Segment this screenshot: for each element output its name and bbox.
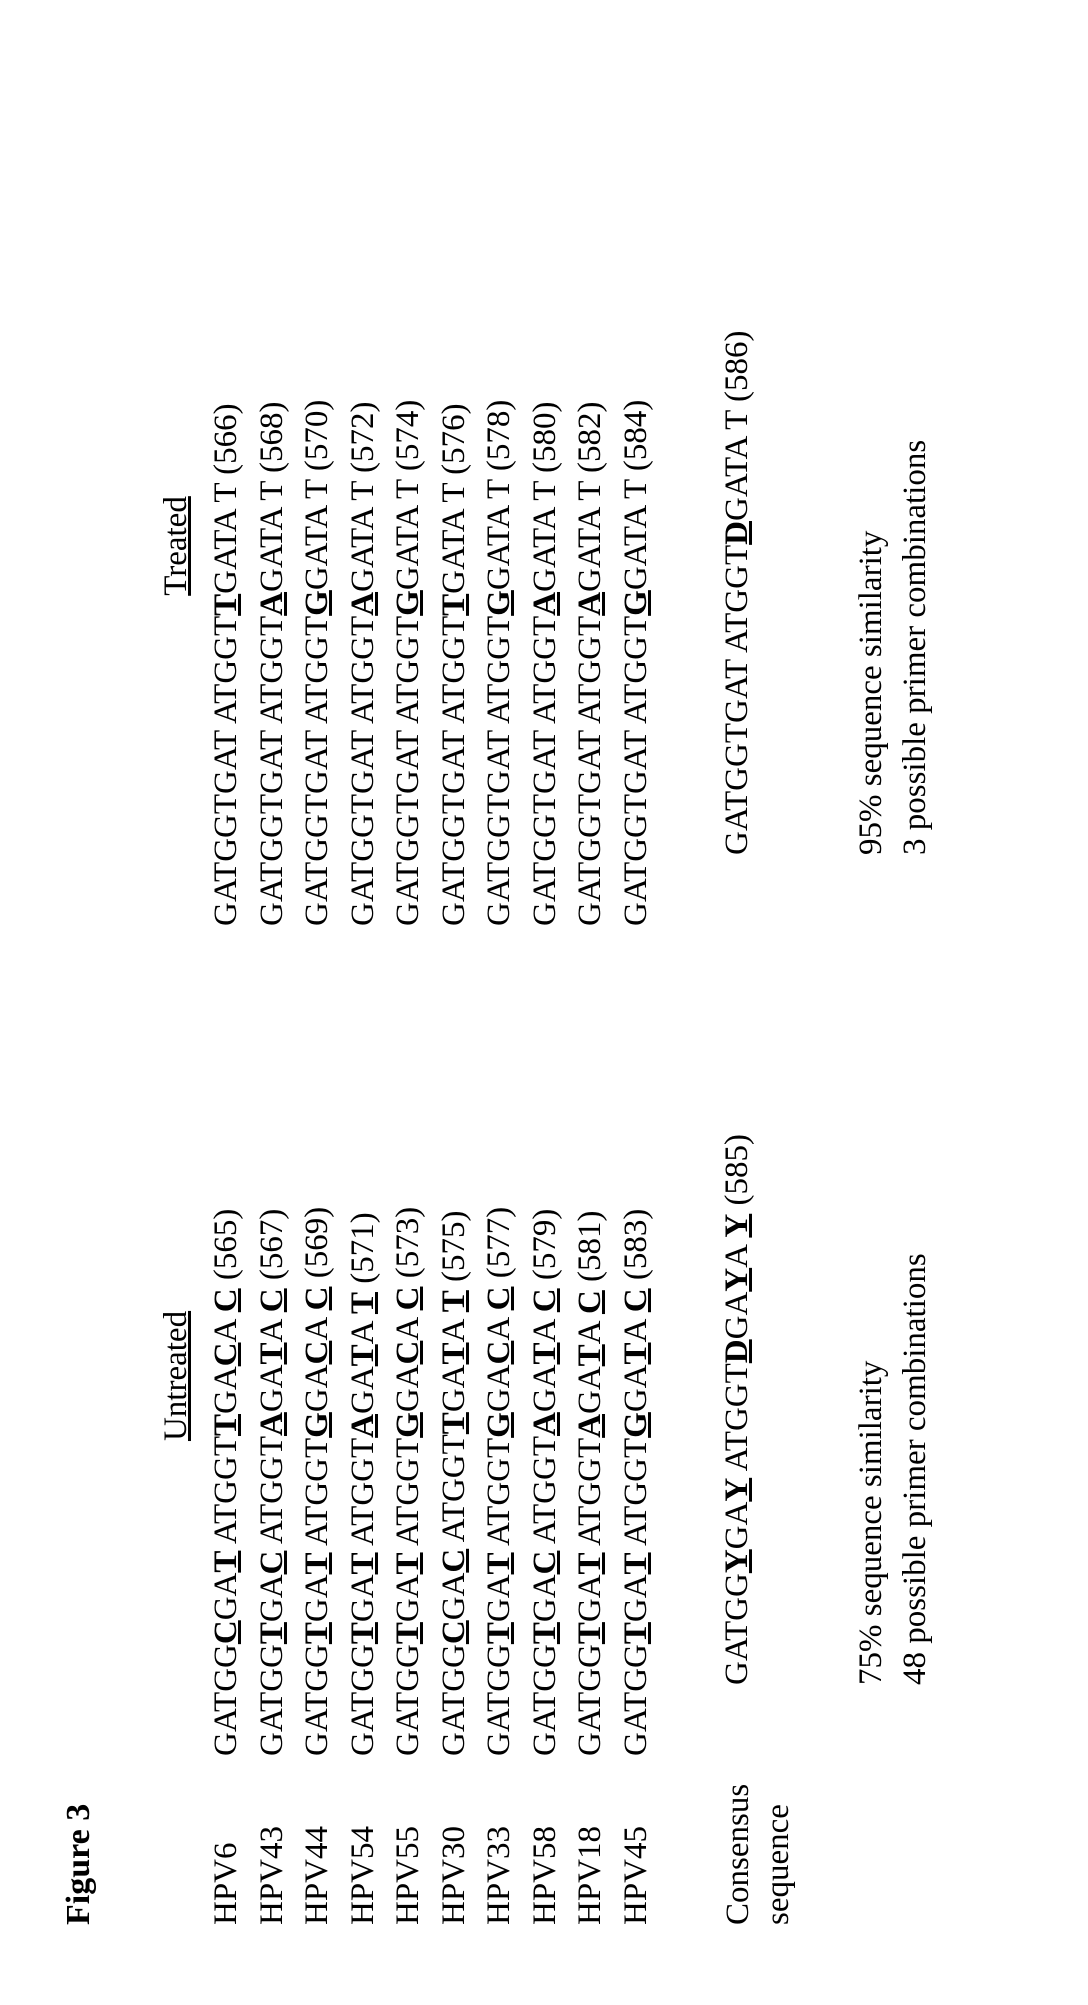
stats-block: 75% sequence similarity 48 possible prim…	[849, 80, 938, 1925]
untreated-seq-row: GATGGTGAC ATGGTAGATA C (579)	[523, 996, 569, 1756]
consensus-treated-seq: GATGGTGAT ATGGTDGATA T (586)	[719, 95, 756, 855]
untreated-seq-row: GATGGTGAT ATGGTGGATA C (583)	[614, 996, 660, 1756]
untreated-seq-row: GATGGTGAT ATGGTAGATA C (581)	[568, 996, 614, 1756]
untreated-combos: 48 possible primer combinations	[893, 925, 938, 1685]
hpv-label: HPV55	[386, 1826, 432, 1925]
untreated-seq-row: GATGGTGAT ATGGTAGATA T (571)	[341, 996, 387, 1756]
hpv-label: HPV44	[295, 1826, 341, 1925]
hpv-label: HPV30	[432, 1826, 478, 1925]
hpv-label: HPV54	[341, 1826, 387, 1925]
treated-seq-row: GATGGTGAT ATGGTTGATA T (576)	[432, 166, 478, 926]
treated-seq-row: GATGGTGAT ATGGTAGATA T (568)	[250, 166, 296, 926]
untreated-seq-row: GATGGCGAT ATGGTTGACA C (565)	[204, 996, 250, 1756]
treated-seq-row: GATGGTGAT ATGGTAGATA T (582)	[568, 166, 614, 926]
treated-seq-row: GATGGTGAT ATGGTAGATA T (580)	[523, 166, 569, 926]
untreated-stats: 75% sequence similarity 48 possible prim…	[849, 925, 938, 1685]
untreated-seq-row: GATGGTGAT ATGGTGGACA C (569)	[295, 996, 341, 1756]
untreated-seq-row: GATGGCGAC ATGGTTGATA T (575)	[432, 996, 478, 1756]
treated-seq-row: GATGGTGAT ATGGTGGATA T (574)	[386, 166, 432, 926]
alignment-columns: HPV6HPV43HPV44HPV54HPV55HPV30HPV33HPV58H…	[158, 80, 659, 1925]
hpv-label: HPV58	[523, 1826, 569, 1925]
untreated-seq-row: GATGGTGAT ATGGTGGACA C (573)	[386, 996, 432, 1756]
hpv-label: HPV18	[568, 1826, 614, 1925]
treated-similarity: 95% sequence similarity	[849, 440, 894, 855]
untreated-seq-row: GATGGTGAT ATGGTGGACA C (577)	[477, 996, 523, 1756]
treated-seq-row: GATGGTGAT ATGGTGGATA T (578)	[477, 166, 523, 926]
consensus-label: Consensus sequence	[719, 1755, 798, 1925]
hpv-labels-column: HPV6HPV43HPV44HPV54HPV55HPV30HPV33HPV58H…	[158, 1826, 659, 1925]
treated-seq-row: GATGGTGAT ATGGTGGATA T (570)	[295, 166, 341, 926]
consensus-label-line1: Consensus	[720, 1784, 756, 1925]
treated-header: Treated	[158, 166, 200, 926]
untreated-similarity: 75% sequence similarity	[849, 925, 894, 1685]
treated-combos: 3 possible primer combinations	[893, 440, 938, 855]
untreated-column: Untreated GATGGCGAT ATGGTTGACA C (565)GA…	[158, 996, 659, 1756]
treated-column: Treated GATGGTGAT ATGGTTGATA T (566)GATG…	[158, 166, 659, 926]
hpv-label: HPV6	[204, 1826, 250, 1925]
consensus-block: Consensus sequence GATGGYGAY ATGGTDGAYA …	[719, 80, 798, 1925]
treated-seq-row: GATGGTGAT ATGGTGGATA T (584)	[614, 166, 660, 926]
hpv-label: HPV33	[477, 1826, 523, 1925]
figure-title: Figure 3	[60, 80, 98, 1925]
treated-seq-row: GATGGTGAT ATGGTTGATA T (566)	[204, 166, 250, 926]
untreated-seq-row: GATGGTGAC ATGGTAGATA C (567)	[250, 996, 296, 1756]
treated-seq-row: GATGGTGAT ATGGTAGATA T (572)	[341, 166, 387, 926]
hpv-label: HPV43	[250, 1826, 296, 1925]
hpv-label: HPV45	[614, 1826, 660, 1925]
consensus-untreated-seq: GATGGYGAY ATGGTDGAYA Y (585)	[719, 925, 756, 1685]
consensus-label-line2: sequence	[760, 1804, 796, 1925]
untreated-header: Untreated	[158, 996, 200, 1756]
treated-stats: 95% sequence similarity 3 possible prime…	[849, 440, 938, 855]
